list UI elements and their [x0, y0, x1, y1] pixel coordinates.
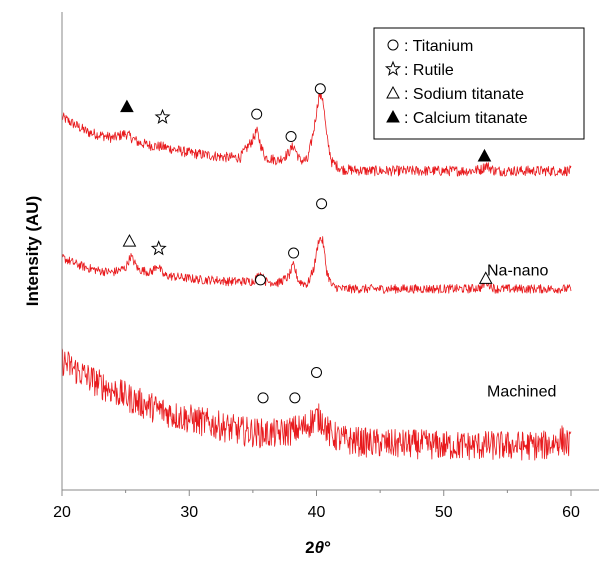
series-trace — [61, 347, 572, 461]
circle-open-marker — [251, 108, 263, 120]
x-ticks: 20 30 40 50 60 — [53, 490, 580, 521]
legend-label: : Calcium titanate — [404, 110, 528, 127]
circle-open-marker — [311, 366, 322, 378]
triangle-filled-marker — [477, 148, 492, 162]
legend-label: : Rutile — [404, 62, 454, 79]
circle-open-marker — [289, 392, 301, 404]
triangle-open-marker — [122, 234, 137, 247]
circle-open-marker — [314, 83, 326, 95]
series-label: Na-nano — [487, 262, 548, 279]
x-tick-label: 50 — [435, 504, 453, 521]
triangle-open-marker — [478, 271, 493, 284]
circle-open-marker — [257, 392, 269, 404]
x-axis-label-theta: θ — [315, 538, 325, 557]
circle-open-marker — [316, 198, 328, 210]
circle-open-marker — [288, 247, 300, 259]
x-tick-label: 20 — [53, 504, 71, 521]
peak-markers — [120, 83, 493, 404]
legend-box — [373, 27, 585, 140]
x-tick-label: 30 — [180, 504, 198, 521]
triangle-filled-marker — [120, 99, 134, 113]
legend-entries: : Titanium : Rutile : Sodium titanate : Cal… — [384, 38, 528, 127]
circle-open-marker — [255, 274, 267, 286]
series-trace — [61, 90, 572, 177]
y-axis-label: Intensity (AU) — [23, 196, 42, 307]
legend-label: : Titanium — [404, 38, 473, 55]
x-axis-label-degree: ° — [324, 538, 331, 557]
x-axis-label: 2θ° — [305, 538, 331, 557]
x-tick-label: 60 — [562, 504, 580, 521]
legend: : Titanium : Rutile : Sodium titanate : Cal… — [373, 27, 585, 140]
star-open-marker — [150, 240, 167, 256]
x-axis-label-number: 2 — [305, 538, 314, 557]
legend-circle-open-icon — [387, 39, 399, 51]
legend-star-open-icon — [384, 60, 402, 76]
series-label: Machined — [487, 383, 556, 400]
circle-open-marker — [285, 131, 297, 143]
x-tick-label: 40 — [308, 504, 326, 521]
axes — [61, 12, 599, 491]
legend-label: : Sodium titanate — [404, 86, 524, 103]
star-open-marker — [154, 108, 171, 124]
legend-triangle-filled-icon — [386, 109, 400, 123]
legend-triangle-open-icon — [386, 85, 400, 99]
